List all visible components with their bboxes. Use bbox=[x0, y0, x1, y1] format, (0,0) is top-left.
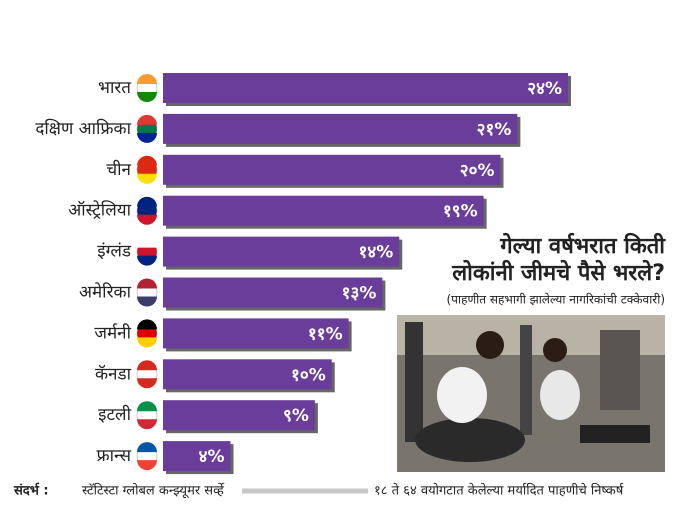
chart-subtitle: (पाहणीत सहभागी झालेल्या नागरिकांची टक्के… bbox=[447, 293, 666, 307]
category-label: दक्षिण आफ्रिका bbox=[35, 118, 131, 139]
flag bbox=[137, 460, 157, 471]
photo bbox=[397, 315, 665, 472]
value-label: ४% bbox=[199, 447, 225, 467]
bar bbox=[163, 277, 383, 308]
note: १८ ते ६४ वयोगटात केलेल्या मर्यादित पाहणी… bbox=[374, 483, 624, 499]
category-label: फ्रान्स bbox=[97, 446, 132, 466]
photo-person bbox=[540, 370, 580, 420]
bar bbox=[163, 195, 484, 226]
bar bbox=[163, 400, 315, 431]
value-label: १९% bbox=[443, 202, 478, 222]
category-label: भारत bbox=[98, 78, 131, 98]
flag bbox=[137, 196, 157, 207]
flag bbox=[137, 401, 157, 412]
value-label: १३% bbox=[342, 284, 377, 304]
photo-machine bbox=[600, 330, 640, 410]
value-label: २०% bbox=[460, 161, 495, 181]
flag bbox=[137, 92, 157, 102]
flag bbox=[137, 337, 157, 348]
flag bbox=[137, 214, 157, 225]
flag bbox=[137, 155, 157, 166]
bar bbox=[163, 441, 231, 472]
flag bbox=[137, 442, 157, 453]
photo-machine bbox=[520, 325, 532, 435]
bar bbox=[163, 318, 349, 349]
category-label: अमेरिका bbox=[79, 282, 132, 303]
flag bbox=[137, 296, 157, 307]
flag bbox=[137, 74, 157, 84]
bar bbox=[163, 113, 518, 144]
category-label: इंग्लंड bbox=[97, 242, 132, 262]
bar bbox=[163, 236, 400, 267]
photo-person bbox=[476, 331, 504, 359]
flag bbox=[137, 132, 157, 143]
value-label: १४% bbox=[359, 243, 394, 263]
category-label: चीन bbox=[106, 159, 131, 180]
bar bbox=[163, 154, 501, 185]
value-label: २४% bbox=[527, 79, 562, 99]
value-label: ९% bbox=[283, 406, 309, 426]
flag bbox=[137, 237, 157, 248]
chart-title: गेल्या वर्षभरात किती bbox=[499, 232, 666, 259]
photo-bench bbox=[415, 418, 525, 462]
photo-machine bbox=[405, 322, 423, 442]
value-label: ११% bbox=[308, 324, 343, 344]
photo-person bbox=[437, 367, 487, 423]
flag bbox=[137, 419, 157, 430]
source: स्टॅटिस्टा ग्लोबल कन्झ्यूमर सर्व्हे bbox=[82, 483, 225, 499]
flag bbox=[137, 378, 157, 389]
bar bbox=[163, 73, 568, 103]
category-label: इटली bbox=[98, 404, 131, 425]
flag bbox=[137, 173, 157, 184]
flag bbox=[137, 255, 157, 266]
flag bbox=[137, 278, 157, 289]
category-label: जर्मनी bbox=[94, 322, 131, 343]
flag bbox=[137, 319, 157, 330]
photo-person bbox=[543, 338, 567, 362]
bar bbox=[163, 359, 332, 390]
source-label: संदर्भ : bbox=[13, 483, 49, 499]
value-label: १०% bbox=[291, 365, 326, 385]
value-label: २१% bbox=[477, 120, 512, 140]
flag bbox=[137, 360, 157, 371]
chart-title: लोकांनी जीमचे पैसे भरले? bbox=[451, 259, 665, 286]
photo-legs bbox=[580, 425, 650, 443]
category-label: कॅनडा bbox=[95, 364, 132, 384]
category-label: ऑस्ट्रेलिया bbox=[68, 200, 131, 221]
flag bbox=[137, 114, 157, 125]
